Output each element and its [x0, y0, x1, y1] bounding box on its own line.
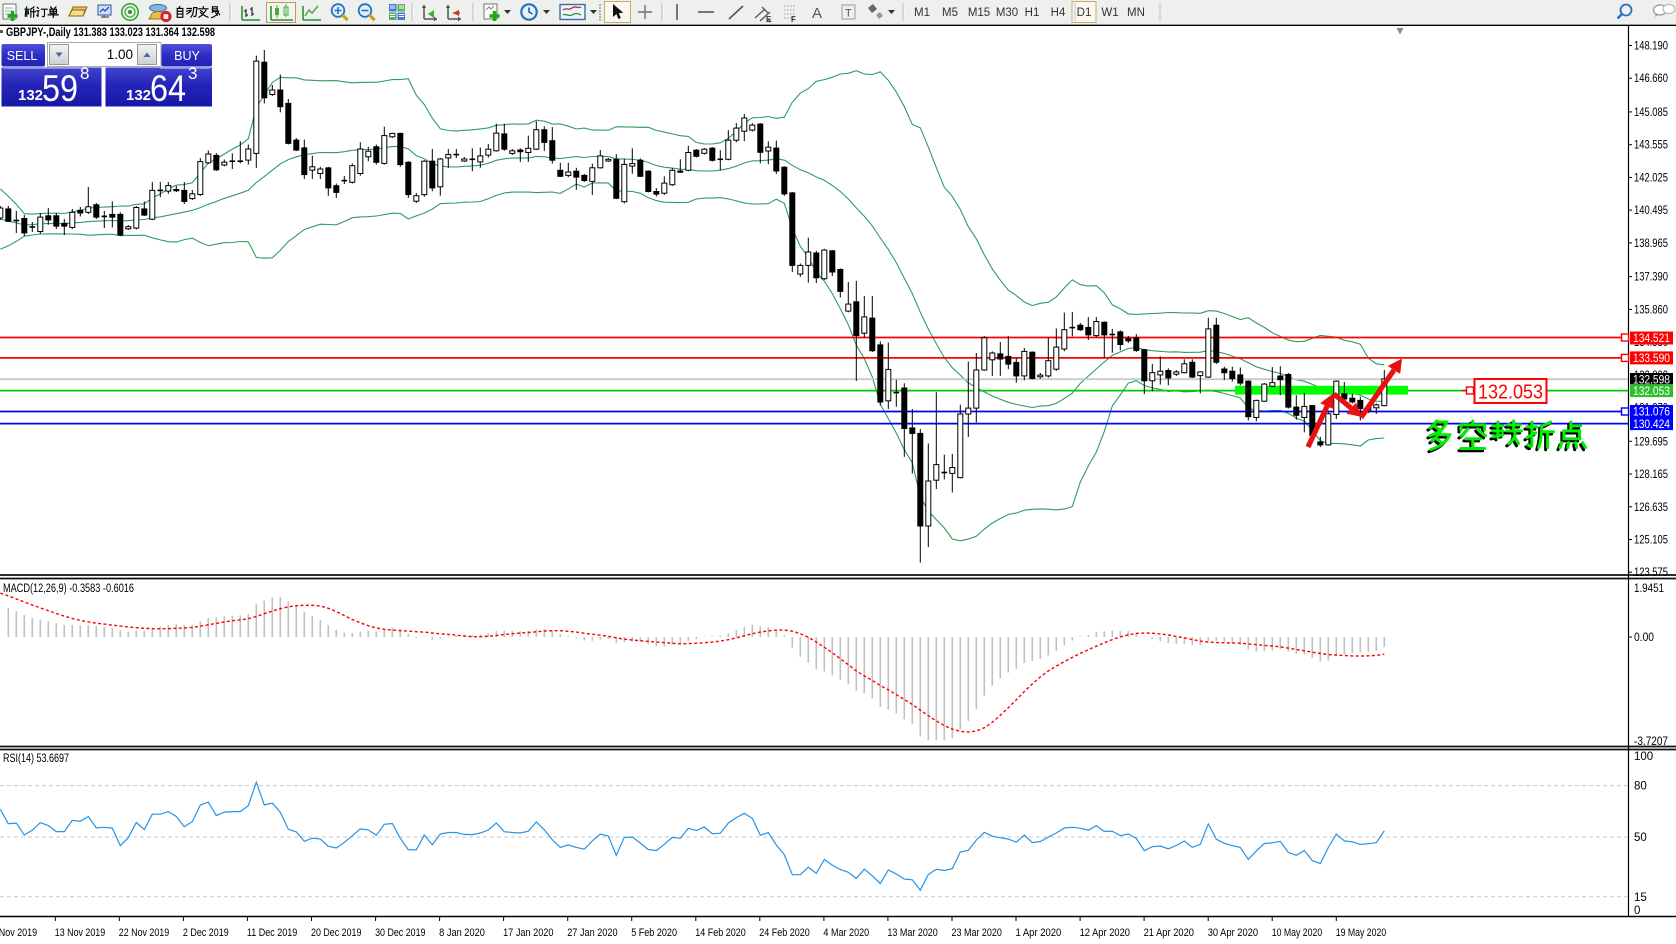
svg-text:23 Mar 2020: 23 Mar 2020 [952, 927, 1002, 939]
svg-text:19 May 2020: 19 May 2020 [1336, 927, 1386, 939]
svg-text:13 Nov 2019: 13 Nov 2019 [55, 927, 105, 939]
svg-text:-3.7207: -3.7207 [1634, 736, 1668, 748]
svg-text:132.053: 132.053 [1633, 386, 1670, 398]
svg-text:129.695: 129.695 [1634, 436, 1668, 448]
svg-text:132: 132 [18, 87, 43, 104]
svg-text:143.555: 143.555 [1634, 140, 1668, 152]
svg-text:131.076: 131.076 [1633, 407, 1670, 419]
svg-text:8: 8 [80, 64, 89, 83]
svg-text:128.165: 128.165 [1634, 469, 1668, 481]
svg-text:1 Apr 2020: 1 Apr 2020 [1016, 927, 1062, 939]
svg-text:RSI(14) 53.6697: RSI(14) 53.6697 [3, 753, 69, 765]
svg-text:A: A [812, 5, 822, 22]
svg-text:GBPJPY-,Daily 131.383 133.023: GBPJPY-,Daily 131.383 133.023 131.364 13… [6, 25, 215, 39]
svg-text:27 Jan 2020: 27 Jan 2020 [567, 927, 617, 939]
svg-text:140.495: 140.495 [1634, 205, 1668, 217]
svg-text:64: 64 [150, 68, 186, 109]
svg-text:M15: M15 [968, 7, 990, 19]
svg-text:5 Feb 2020: 5 Feb 2020 [631, 927, 677, 939]
svg-text:132.598: 132.598 [1633, 375, 1670, 387]
svg-text:135.860: 135.860 [1634, 304, 1668, 316]
svg-text:12 Apr 2020: 12 Apr 2020 [1080, 927, 1130, 939]
svg-text:4 Mar 2020: 4 Mar 2020 [823, 927, 869, 939]
svg-text:50: 50 [1634, 832, 1647, 844]
svg-text:22 Nov 2019: 22 Nov 2019 [119, 927, 169, 939]
svg-text:80: 80 [1634, 781, 1647, 793]
svg-text:146.660: 146.660 [1634, 73, 1668, 85]
svg-text:M5: M5 [942, 7, 958, 19]
svg-text:17 Jan 2020: 17 Jan 2020 [503, 927, 553, 939]
svg-text:4 Nov 2019: 4 Nov 2019 [0, 927, 37, 939]
svg-text:D1: D1 [1077, 7, 1092, 19]
svg-text:8 Jan 2020: 8 Jan 2020 [439, 927, 485, 939]
svg-text:BUY: BUY [174, 49, 200, 63]
svg-text:15: 15 [1634, 892, 1647, 904]
svg-text:130.424: 130.424 [1633, 419, 1671, 431]
svg-text:1.00: 1.00 [107, 47, 133, 62]
svg-text:126.635: 126.635 [1634, 502, 1668, 514]
svg-text:W1: W1 [1101, 7, 1118, 19]
svg-text:MACD(12,26,9) -0.3583 -0.6016: MACD(12,26,9) -0.3583 -0.6016 [3, 583, 134, 595]
svg-text:14 Feb 2020: 14 Feb 2020 [695, 927, 745, 939]
svg-text:H1: H1 [1025, 7, 1040, 19]
svg-text:134.521: 134.521 [1633, 333, 1670, 345]
svg-text:138.965: 138.965 [1634, 238, 1668, 250]
svg-text:0.00: 0.00 [1634, 632, 1654, 644]
svg-text:100: 100 [1634, 751, 1653, 763]
svg-text:123.575: 123.575 [1634, 567, 1668, 579]
svg-text:F: F [791, 15, 796, 24]
svg-text:59: 59 [42, 68, 78, 109]
svg-text:M30: M30 [996, 7, 1018, 19]
svg-text:125.105: 125.105 [1634, 535, 1668, 547]
svg-text:137.390: 137.390 [1634, 272, 1668, 284]
svg-text:1.9451: 1.9451 [1634, 583, 1664, 595]
svg-text:20 Dec 2019: 20 Dec 2019 [311, 927, 361, 939]
svg-text:148.190: 148.190 [1634, 41, 1668, 53]
svg-text:30 Apr 2020: 30 Apr 2020 [1208, 927, 1258, 939]
svg-text:13 Mar 2020: 13 Mar 2020 [887, 927, 937, 939]
svg-text:0: 0 [1634, 905, 1640, 917]
svg-text:H4: H4 [1051, 7, 1066, 19]
svg-text:2 Dec 2019: 2 Dec 2019 [183, 927, 229, 939]
svg-text:T: T [845, 8, 852, 20]
svg-text:11 Dec 2019: 11 Dec 2019 [247, 927, 297, 939]
svg-text:30 Dec 2019: 30 Dec 2019 [375, 927, 425, 939]
svg-text:132: 132 [126, 87, 151, 104]
svg-text:132.053: 132.053 [1478, 381, 1543, 404]
svg-text:145.085: 145.085 [1634, 107, 1668, 119]
svg-text:3: 3 [188, 64, 197, 83]
svg-text:SELL: SELL [7, 49, 38, 63]
svg-text:142.025: 142.025 [1634, 172, 1668, 184]
svg-text:21 Apr 2020: 21 Apr 2020 [1144, 927, 1194, 939]
svg-text:E: E [766, 15, 772, 24]
svg-text:133.590: 133.590 [1633, 353, 1670, 365]
svg-text:MN: MN [1127, 7, 1145, 19]
svg-text:10 May 2020: 10 May 2020 [1272, 927, 1322, 939]
svg-text:24 Feb 2020: 24 Feb 2020 [759, 927, 809, 939]
svg-text:M1: M1 [914, 7, 930, 19]
